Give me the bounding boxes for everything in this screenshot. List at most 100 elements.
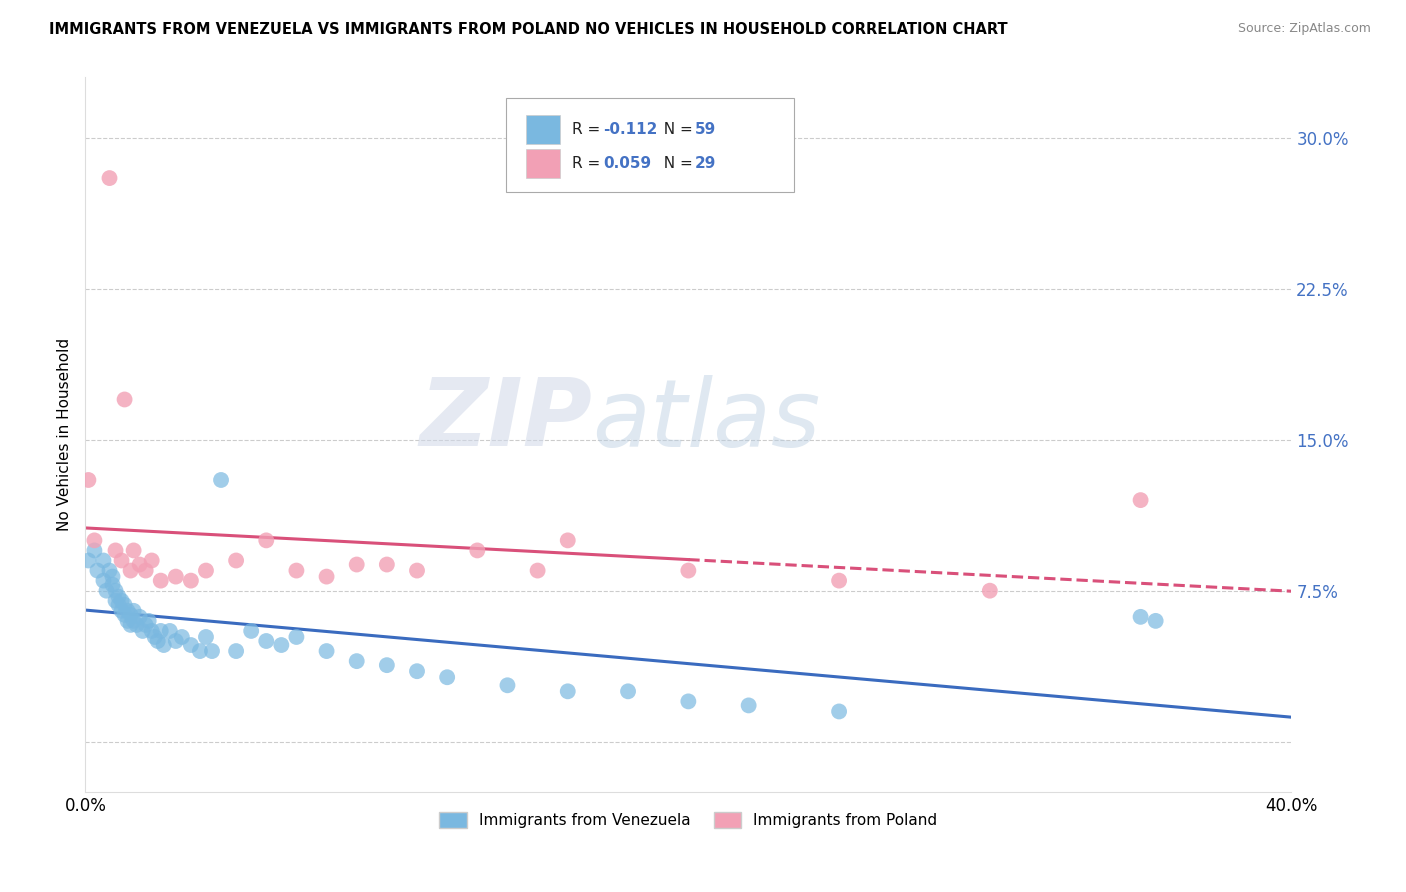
Point: [128, 610, 150, 624]
Text: -0.112: -0.112: [603, 122, 658, 136]
Point: [557, 684, 579, 698]
Point: [678, 694, 700, 708]
Point: [678, 564, 700, 578]
Point: [135, 618, 157, 632]
Point: [737, 698, 759, 713]
Point: [315, 644, 337, 658]
Point: [375, 658, 398, 673]
Point: [346, 654, 368, 668]
Text: 59: 59: [695, 122, 716, 136]
Point: [828, 574, 851, 588]
Point: [114, 392, 136, 407]
Point: [101, 577, 124, 591]
Point: [98, 171, 121, 186]
Point: [120, 564, 142, 578]
Point: [120, 618, 142, 632]
Point: [104, 543, 127, 558]
Point: [128, 558, 150, 572]
Point: [77, 553, 100, 567]
Text: N =: N =: [654, 122, 697, 136]
Point: [93, 574, 115, 588]
Point: [617, 684, 640, 698]
Point: [979, 583, 1001, 598]
Point: [138, 614, 160, 628]
Point: [406, 564, 429, 578]
Point: [93, 553, 115, 567]
Point: [149, 574, 172, 588]
Point: [285, 630, 308, 644]
Point: [107, 590, 129, 604]
Point: [110, 553, 132, 567]
Y-axis label: No Vehicles in Household: No Vehicles in Household: [58, 338, 72, 532]
Text: Source: ZipAtlas.com: Source: ZipAtlas.com: [1237, 22, 1371, 36]
Point: [83, 543, 105, 558]
Point: [188, 644, 211, 658]
Text: 29: 29: [695, 156, 716, 170]
Point: [1129, 493, 1152, 508]
Point: [1129, 610, 1152, 624]
Point: [135, 564, 157, 578]
Point: [110, 604, 132, 618]
Point: [1144, 614, 1167, 628]
Point: [146, 634, 169, 648]
Point: [149, 624, 172, 638]
Text: IMMIGRANTS FROM VENEZUELA VS IMMIGRANTS FROM POLAND NO VEHICLES IN HOUSEHOLD COR: IMMIGRANTS FROM VENEZUELA VS IMMIGRANTS …: [49, 22, 1008, 37]
Point: [828, 705, 851, 719]
Point: [165, 569, 187, 583]
Point: [436, 670, 458, 684]
Text: R =: R =: [572, 156, 606, 170]
Text: N =: N =: [654, 156, 697, 170]
Point: [315, 569, 337, 583]
Point: [104, 583, 127, 598]
Point: [143, 630, 166, 644]
Point: [131, 624, 153, 638]
Point: [101, 569, 124, 583]
Point: [225, 644, 247, 658]
Point: [165, 634, 187, 648]
Point: [180, 638, 202, 652]
Point: [117, 604, 139, 618]
Point: [254, 533, 277, 548]
Point: [270, 638, 292, 652]
Point: [117, 614, 139, 628]
Point: [201, 644, 224, 658]
Point: [194, 564, 217, 578]
Point: [77, 473, 100, 487]
Text: 0.059: 0.059: [603, 156, 651, 170]
Point: [496, 678, 519, 692]
Text: ZIP: ZIP: [419, 375, 592, 467]
Point: [180, 574, 202, 588]
Point: [110, 593, 132, 607]
Point: [209, 473, 232, 487]
Point: [240, 624, 263, 638]
Point: [194, 630, 217, 644]
Point: [86, 564, 108, 578]
Legend: Immigrants from Venezuela, Immigrants from Poland: Immigrants from Venezuela, Immigrants fr…: [433, 806, 943, 834]
Point: [125, 618, 148, 632]
Point: [346, 558, 368, 572]
Point: [122, 614, 145, 628]
Point: [98, 564, 121, 578]
Point: [375, 558, 398, 572]
Point: [465, 543, 488, 558]
Point: [152, 638, 174, 652]
Point: [120, 607, 142, 622]
Point: [225, 553, 247, 567]
Point: [254, 634, 277, 648]
Point: [406, 664, 429, 678]
Point: [122, 604, 145, 618]
Point: [104, 593, 127, 607]
Point: [122, 543, 145, 558]
Point: [170, 630, 193, 644]
Point: [141, 624, 163, 638]
Point: [96, 583, 118, 598]
Point: [114, 598, 136, 612]
Point: [107, 598, 129, 612]
Text: atlas: atlas: [592, 375, 820, 466]
Point: [141, 553, 163, 567]
Point: [159, 624, 181, 638]
Point: [557, 533, 579, 548]
Point: [526, 564, 548, 578]
Text: R =: R =: [572, 122, 606, 136]
Point: [285, 564, 308, 578]
